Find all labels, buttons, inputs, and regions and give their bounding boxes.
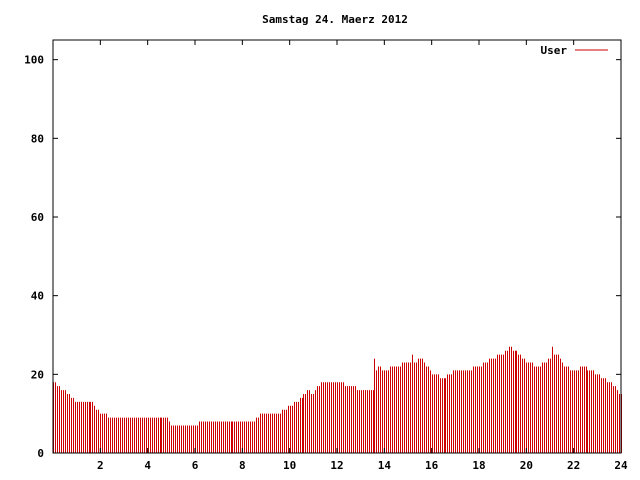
- series-user-bars: [53, 346, 622, 453]
- y-tick-label: 20: [31, 368, 44, 381]
- x-tick-label: 22: [567, 459, 580, 472]
- x-tick-label: 8: [239, 459, 246, 472]
- x-tick-label: 4: [144, 459, 151, 472]
- y-tick-label: 0: [37, 447, 44, 460]
- chart-title: Samstag 24. Maerz 2012: [262, 13, 408, 26]
- legend-label-user: User: [541, 44, 568, 57]
- y-tick-label: 80: [31, 132, 44, 145]
- y-tick-label: 100: [24, 54, 44, 67]
- x-tick-label: 10: [283, 459, 296, 472]
- y-tick-label: 60: [31, 211, 44, 224]
- x-ticks: 2 4 6 8 10 12 14 16 18 20 22 24: [97, 40, 628, 472]
- x-tick-label: 18: [472, 459, 485, 472]
- x-tick-label: 24: [614, 459, 628, 472]
- y-tick-label: 40: [31, 290, 44, 303]
- x-tick-label: 6: [192, 459, 199, 472]
- y-ticks: 0 20 40 60 80 100: [24, 54, 621, 460]
- x-tick-label: 12: [330, 459, 343, 472]
- x-tick-label: 20: [520, 459, 533, 472]
- x-tick-label: 14: [378, 459, 392, 472]
- x-tick-label: 2: [97, 459, 104, 472]
- x-tick-label: 16: [425, 459, 439, 472]
- legend: User: [541, 44, 608, 57]
